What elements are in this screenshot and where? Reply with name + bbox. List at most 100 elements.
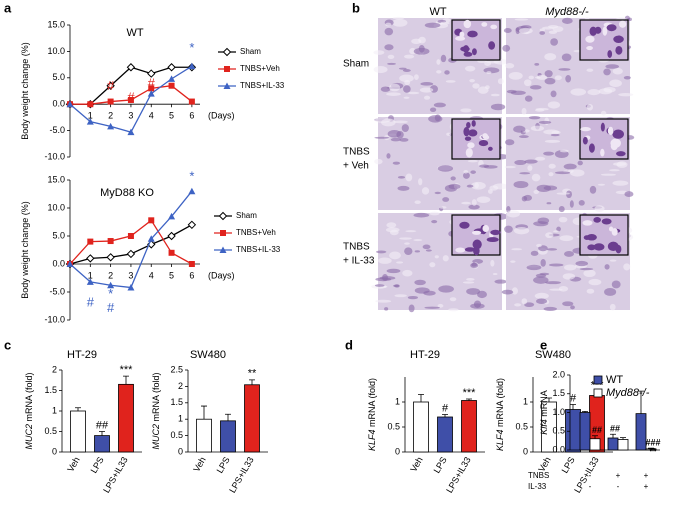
inset-cell — [600, 122, 605, 132]
tissue-texture — [445, 80, 456, 83]
inset-cell — [488, 146, 493, 151]
marker — [168, 212, 176, 220]
chart-title: SW480 — [190, 349, 226, 361]
tissue-texture — [561, 53, 572, 62]
marker — [148, 217, 155, 224]
tissue-texture — [419, 87, 434, 93]
tissue-texture — [374, 136, 390, 139]
y-label-text: mRNA — [539, 390, 549, 417]
error-bar — [638, 390, 644, 414]
tissue-texture — [466, 277, 475, 281]
tissue-texture — [492, 273, 498, 276]
annotation: * — [189, 40, 194, 55]
tissue-texture — [538, 120, 552, 125]
y-tick-label: 0.5 — [170, 430, 183, 440]
inset-cell — [463, 19, 472, 29]
tissue-texture — [530, 250, 539, 256]
gene-name: KLF4 — [495, 430, 505, 452]
tissue-texture — [397, 176, 406, 179]
tissue-texture — [468, 204, 480, 210]
inset-cell — [459, 221, 470, 229]
marker — [127, 233, 134, 239]
tissue-texture — [550, 133, 560, 137]
tissue-texture — [477, 86, 489, 94]
inset-cell — [585, 35, 595, 43]
condition-value: - — [589, 482, 592, 491]
tissue-texture — [562, 301, 574, 307]
tissue-texture — [490, 103, 506, 111]
tissue-texture — [449, 297, 457, 302]
y-tick-label: 15.0 — [47, 19, 65, 29]
inset-cell — [615, 45, 623, 55]
inset-cell — [600, 148, 605, 157]
y-tick-label: 0 — [395, 446, 400, 456]
y-tick-label: 0 — [178, 446, 183, 456]
annotation: ** — [248, 368, 257, 380]
tissue-texture — [587, 89, 601, 96]
tissue-texture — [521, 107, 527, 115]
tissue-texture — [613, 162, 627, 166]
tissue-texture — [534, 292, 549, 299]
tissue-texture — [600, 110, 607, 116]
marker — [148, 85, 155, 92]
error-bar — [546, 397, 552, 402]
annotation: # — [107, 300, 115, 315]
tissue-texture — [463, 169, 469, 174]
tissue-texture — [382, 274, 388, 281]
marker — [107, 238, 114, 245]
inset-cell — [613, 35, 624, 44]
tissue-texture — [540, 259, 546, 267]
tissue-texture — [536, 298, 548, 304]
tissue-texture — [414, 200, 421, 205]
tissue-texture — [461, 201, 471, 205]
annotation: # — [148, 76, 156, 91]
y-tick-label: 0.5 — [387, 421, 400, 431]
x-tick-label: LPS+IL33 — [101, 455, 130, 494]
tissue-texture — [608, 169, 620, 172]
marker — [168, 82, 175, 89]
tissue-texture — [462, 281, 475, 284]
inset-cell — [467, 142, 475, 149]
marker — [218, 211, 228, 221]
y-tick-label: 0.0 — [52, 258, 65, 268]
tissue-texture — [437, 165, 454, 172]
annotation: ## — [96, 419, 109, 431]
tissue-texture — [535, 108, 545, 112]
y-tick-label: 0 — [52, 446, 57, 456]
bar — [579, 412, 591, 451]
marker — [168, 249, 175, 256]
tissue-texture — [399, 137, 409, 142]
x-tick-label: 6 — [189, 270, 194, 280]
x-tick-label: 1 — [88, 111, 93, 121]
error-bar — [418, 394, 424, 402]
x-tick-label: LPS — [89, 455, 106, 475]
tissue-texture — [384, 307, 389, 311]
tissue-texture — [384, 27, 394, 36]
tissue-texture — [535, 156, 546, 161]
inset-cell — [488, 41, 496, 50]
tissue-texture — [546, 248, 558, 251]
annotation: *** — [463, 387, 477, 399]
marker — [188, 98, 195, 105]
x-tick-label: 2 — [108, 111, 113, 121]
tissue-texture — [448, 183, 461, 190]
error-bar — [620, 437, 626, 440]
tissue-texture — [466, 184, 474, 188]
error-bar — [570, 404, 576, 410]
inset-cell — [602, 26, 608, 36]
marker — [188, 261, 195, 267]
inset-cell — [472, 239, 482, 250]
inset-cell — [593, 216, 601, 223]
tissue-texture — [524, 95, 533, 102]
x-tick-label: 2 — [108, 270, 113, 280]
tissue-texture — [548, 172, 554, 177]
y-tick-label: -10.0 — [44, 314, 65, 324]
tissue-texture — [470, 303, 485, 309]
annotation: # — [87, 295, 95, 310]
tissue-texture — [386, 153, 391, 159]
tissue-texture — [506, 210, 520, 218]
tissue-texture — [612, 67, 623, 75]
panel-label: a — [4, 0, 12, 15]
marker — [220, 230, 226, 236]
